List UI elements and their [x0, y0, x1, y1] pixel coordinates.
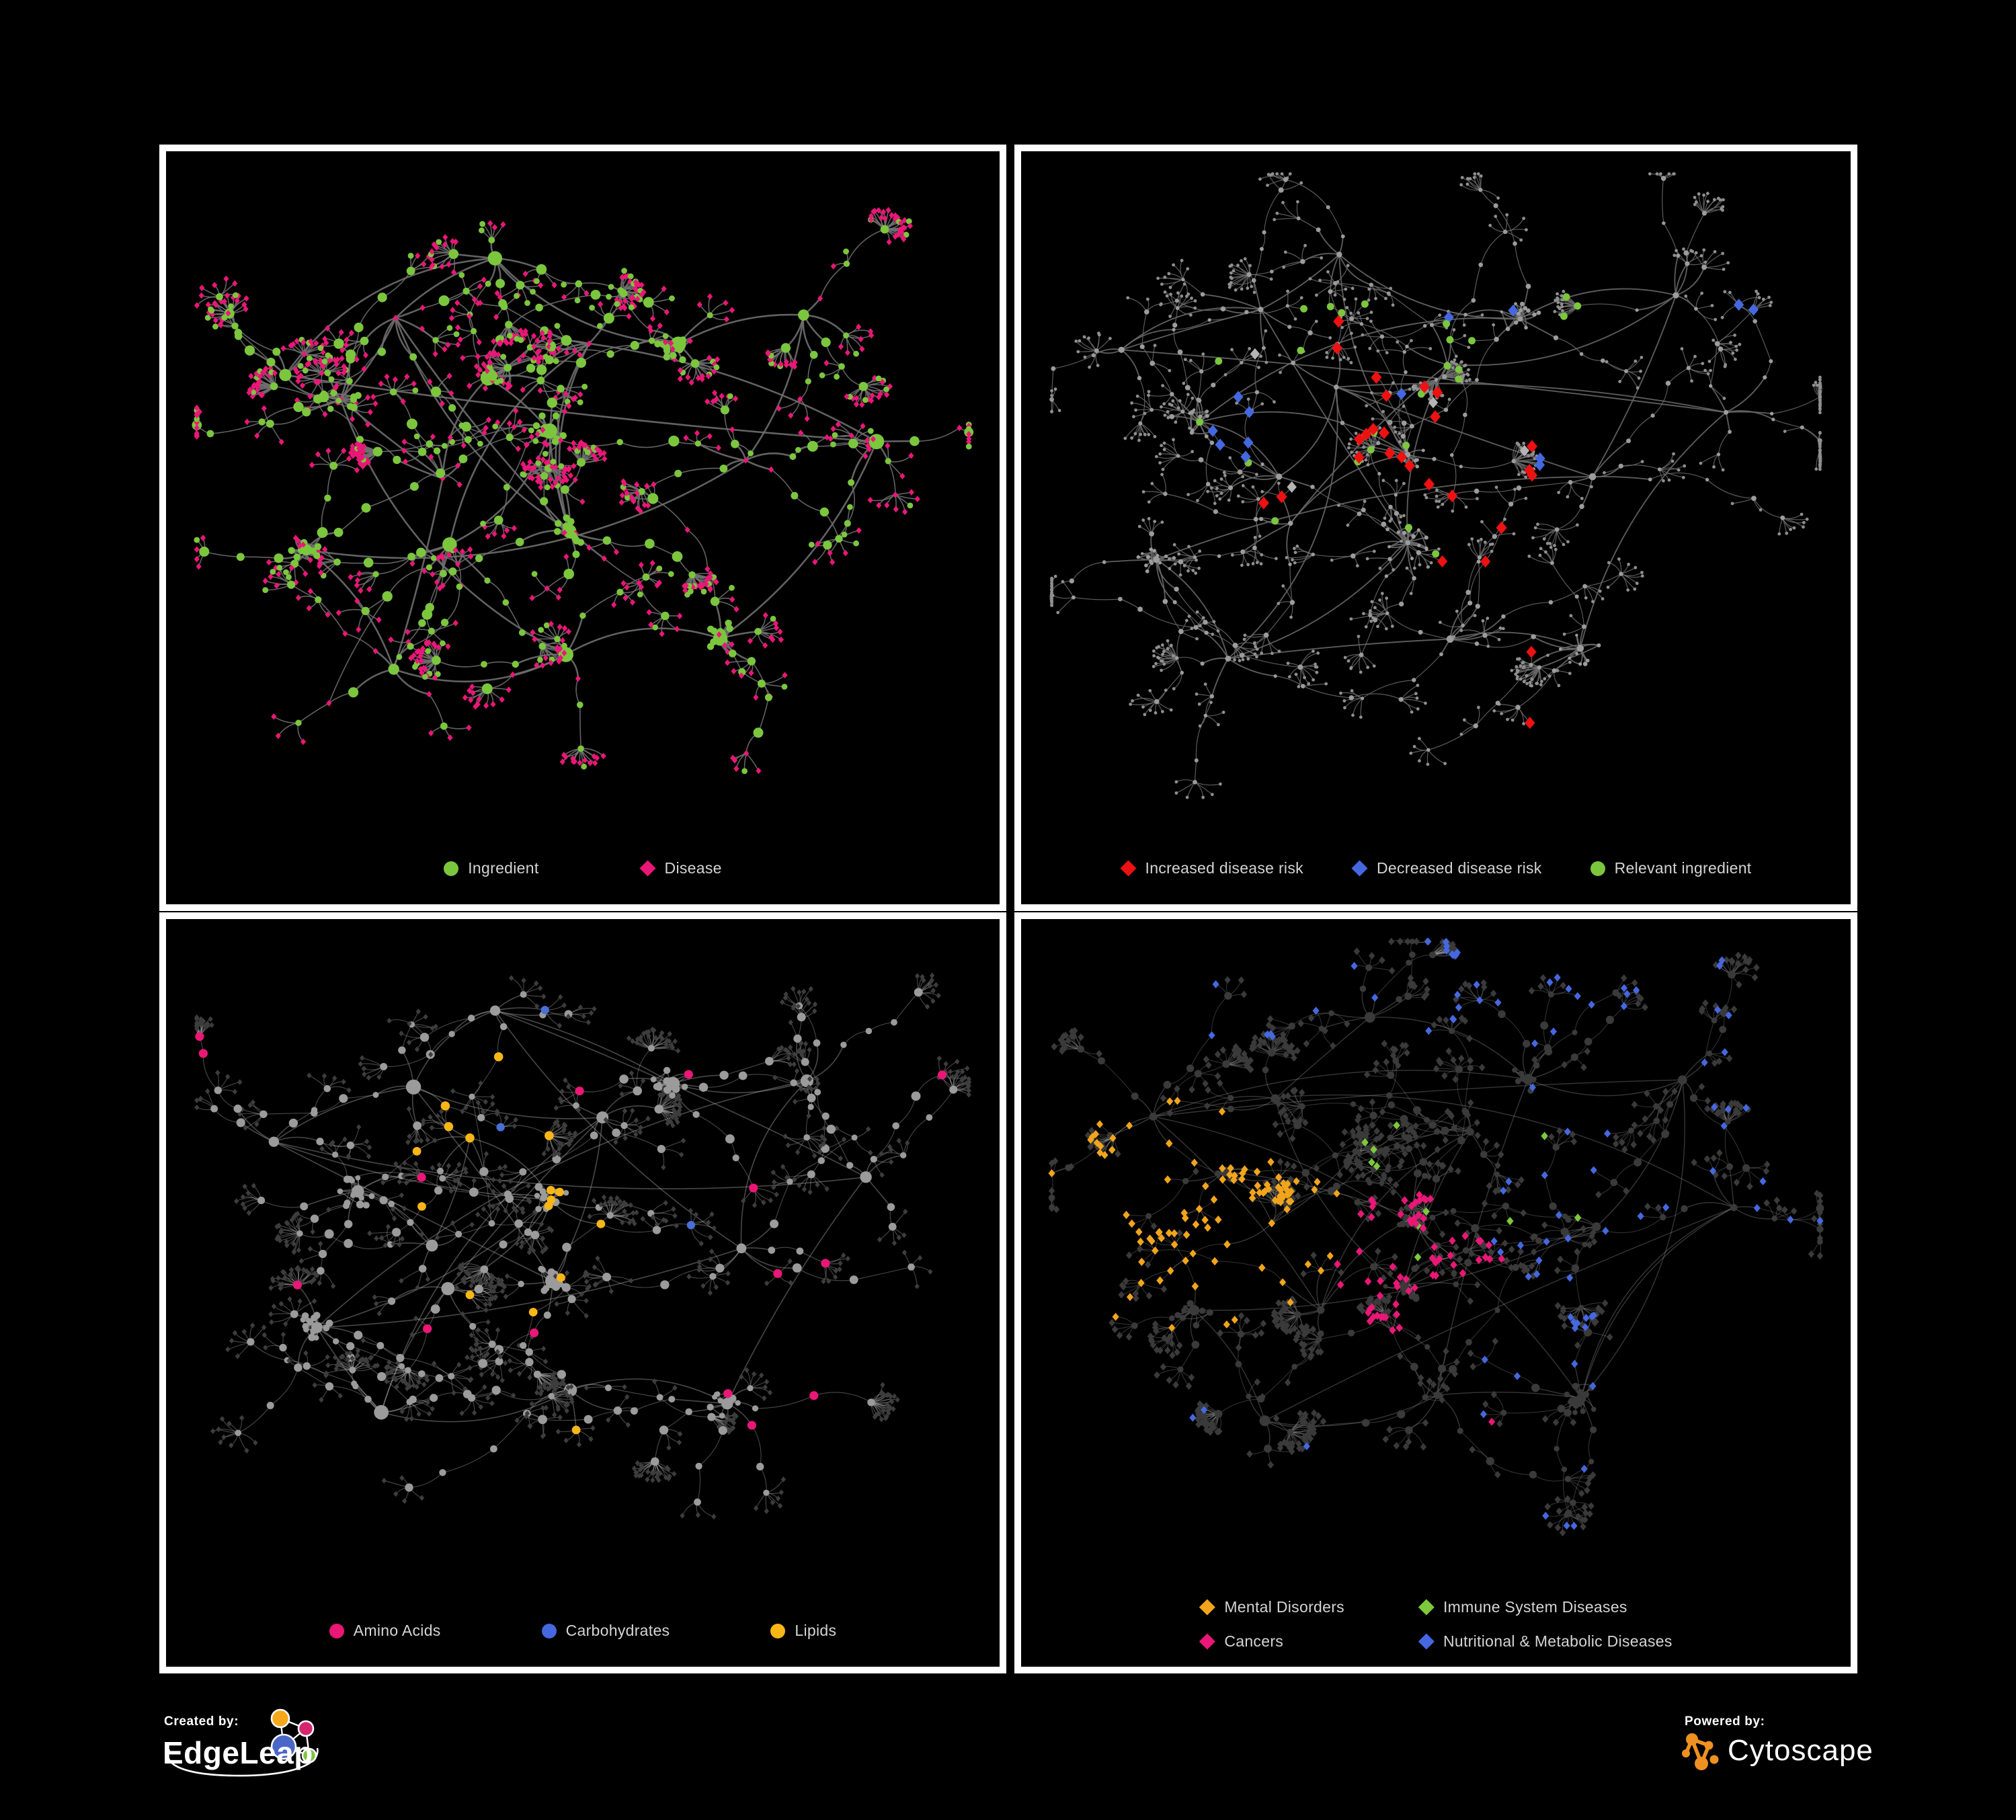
- legend-item-cancers: Cancers: [1199, 1632, 1283, 1651]
- legend-disease-risk: Increased disease risk Decreased disease …: [1021, 859, 1851, 877]
- panel-nutrient-class-network: Amino Acids Carbohydrates Lipids: [159, 912, 1006, 1673]
- legend-label: Amino Acids: [353, 1622, 441, 1639]
- legend-label: Increased disease risk: [1145, 859, 1303, 877]
- legend-item-mental-disorders: Mental Disorders: [1199, 1598, 1344, 1616]
- circle-marker-icon: [541, 1623, 557, 1638]
- diamond-marker-icon: [639, 860, 656, 877]
- legend-label: Immune System Diseases: [1443, 1598, 1627, 1616]
- diamond-marker-icon: [1418, 1633, 1435, 1650]
- legend-item-ingredient: Ingredient: [444, 859, 538, 877]
- nutrient-class-network-graph: [194, 972, 971, 1519]
- legend-label: Nutritional & Metabolic Diseases: [1443, 1632, 1672, 1650]
- legend-item-amino-acids: Amino Acids: [329, 1622, 441, 1640]
- circle-marker-icon: [444, 861, 459, 876]
- panel-disease-risk-network: Increased disease risk Decreased disease …: [1014, 145, 1857, 911]
- diamond-marker-icon: [1199, 1599, 1215, 1616]
- created-by-label: Created by:: [164, 1714, 239, 1729]
- circle-marker-icon: [329, 1623, 344, 1638]
- circle-marker-icon: [1590, 861, 1605, 876]
- legend-nutrient-class: Amino Acids Carbohydrates Lipids: [166, 1622, 1000, 1640]
- legend-label: Decreased disease risk: [1376, 859, 1542, 877]
- legend-item-disease: Disease: [639, 859, 722, 877]
- cytoscape-logo-icon: [1682, 1733, 1719, 1770]
- disease-category-network-graph: [1048, 937, 1824, 1537]
- legend-item-decreased-disease-risk: Decreased disease risk: [1351, 859, 1542, 877]
- legend-label: Lipids: [795, 1622, 837, 1639]
- legend-item-lipids: Lipids: [770, 1622, 836, 1640]
- legend-label: Disease: [664, 859, 722, 877]
- diamond-marker-icon: [1351, 860, 1368, 877]
- legend-item-nutritional-metabolic-diseases: Nutritional & Metabolic Diseases: [1418, 1632, 1672, 1651]
- legend-disease-category: Mental Disorders Immune System Diseases Ca…: [1199, 1598, 1672, 1651]
- legend-label: Carbohydrates: [565, 1622, 670, 1639]
- legend-item-increased-disease-risk: Increased disease risk: [1119, 859, 1303, 877]
- edgeleap-brand-text: EdgeLeap: [163, 1735, 313, 1770]
- cytoscape-credit: Powered by: Cytoscape: [1682, 1706, 1904, 1787]
- legend-item-immune-system-diseases: Immune System Diseases: [1418, 1598, 1627, 1616]
- diamond-marker-icon: [1418, 1599, 1435, 1616]
- legend-label: Relevant ingredient: [1614, 859, 1752, 877]
- diamond-marker-icon: [1199, 1633, 1215, 1650]
- ingredient-disease-network-graph: [192, 206, 974, 775]
- legend-item-carbohydrates: Carbohydrates: [541, 1622, 670, 1640]
- legend-item-relevant-ingredient: Relevant ingredient: [1590, 859, 1752, 877]
- legend-ingredient-disease: Ingredient Disease: [166, 859, 1000, 877]
- cytoscape-brand-text: Cytoscape: [1728, 1734, 1873, 1767]
- circle-marker-icon: [770, 1623, 786, 1638]
- panel-disease-category-network: Mental Disorders Immune System Diseases Ca…: [1014, 912, 1857, 1673]
- powered-by-label: Powered by:: [1685, 1714, 1765, 1729]
- disease-risk-network-graph: [1049, 172, 1822, 799]
- legend-label: Cancers: [1224, 1632, 1284, 1650]
- panel-ingredient-disease-network: Ingredient Disease: [159, 145, 1006, 911]
- legend-label: Mental Disorders: [1224, 1598, 1344, 1616]
- legend-label: Ingredient: [468, 859, 539, 877]
- edgeleap-credit: Created by: EdgeLeap: [161, 1706, 363, 1794]
- diamond-marker-icon: [1119, 860, 1137, 877]
